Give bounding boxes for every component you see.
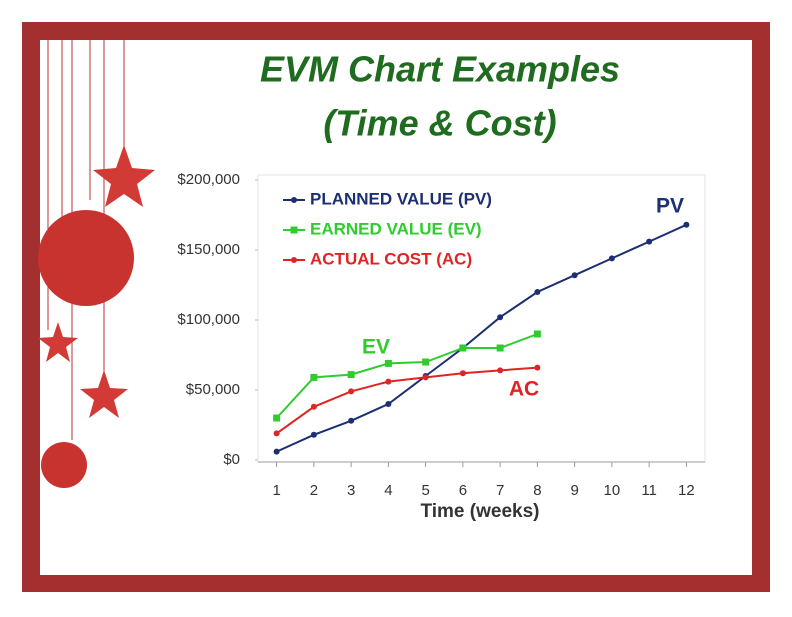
x-tick-label: 3 (347, 482, 355, 499)
x-tick-label: 8 (533, 482, 541, 499)
annotation: EV (362, 336, 390, 359)
series-line (276, 223, 687, 453)
x-tick-label: 1 (272, 482, 280, 499)
x-tick-label: 12 (678, 482, 695, 499)
ornament (38, 210, 134, 306)
y-tick-label: $50,000 (186, 381, 240, 398)
marker (422, 358, 430, 366)
marker (497, 367, 504, 374)
ornament (41, 442, 87, 488)
marker (534, 364, 541, 371)
marker (534, 289, 541, 295)
annotation: AC (509, 378, 539, 401)
legend-marker (291, 197, 297, 203)
series-line (276, 366, 538, 435)
legend-label: EARNED VALUE (EV) (310, 219, 482, 238)
x-tick-label: 4 (384, 482, 392, 499)
x-tick-label: 11 (641, 482, 657, 499)
annotation: PV (656, 195, 684, 218)
x-tick-label: 6 (459, 482, 467, 499)
star (80, 370, 128, 418)
marker (646, 238, 653, 245)
x-tick-label: 10 (604, 482, 621, 499)
y-tick-label: $200,000 (177, 171, 240, 188)
subtitle: (Time & Cost) (323, 103, 556, 144)
marker (385, 378, 392, 385)
title: EVM Chart Examples (260, 49, 620, 90)
marker (384, 359, 392, 367)
marker (422, 374, 429, 381)
marker (273, 448, 280, 455)
marker (347, 371, 355, 379)
x-tick-label: 7 (496, 482, 504, 499)
marker (348, 388, 355, 395)
star (93, 145, 155, 207)
marker (459, 344, 467, 352)
x-tick-label: 2 (310, 482, 318, 499)
marker (273, 414, 281, 422)
marker (310, 431, 317, 438)
legend-marker (291, 257, 297, 263)
marker (683, 221, 690, 228)
legend-marker (290, 226, 298, 234)
y-tick-label: $150,000 (177, 241, 240, 258)
marker (533, 330, 541, 338)
legend-label: PLANNED VALUE (PV) (310, 189, 492, 208)
plot-area (257, 174, 706, 463)
marker (310, 403, 317, 410)
marker (459, 370, 466, 377)
marker (385, 401, 392, 407)
x-axis-label: Time (weeks) (421, 501, 540, 522)
marker (497, 314, 504, 321)
marker (571, 272, 578, 279)
y-tick-label: $100,000 (177, 311, 240, 328)
marker (273, 430, 280, 437)
x-tick-label: 9 (570, 482, 578, 499)
marker (496, 344, 504, 352)
marker (348, 417, 355, 424)
star (38, 322, 78, 362)
x-tick-label: 5 (421, 482, 429, 499)
marker (608, 255, 615, 262)
legend-label: ACTUAL COST (AC) (310, 249, 472, 268)
y-tick-label: $0 (223, 451, 240, 468)
marker (310, 373, 318, 381)
series-line (275, 333, 538, 419)
